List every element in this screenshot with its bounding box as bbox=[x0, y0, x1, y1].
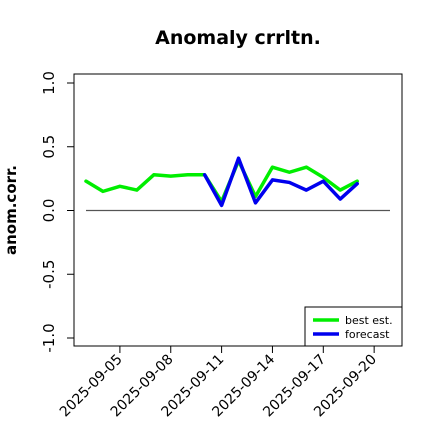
legend: best est.forecast bbox=[304, 306, 403, 347]
legend-box bbox=[304, 306, 403, 347]
y-axis-label: anom.corr. bbox=[2, 165, 20, 255]
y-tick-label: -0.5 bbox=[40, 260, 58, 289]
y-tick-label: 0.5 bbox=[40, 135, 58, 159]
legend-label: forecast bbox=[345, 328, 390, 341]
legend-label: best est. bbox=[345, 314, 393, 327]
y-tick-label: 0.0 bbox=[40, 199, 58, 223]
y-tick-label: 1.0 bbox=[40, 71, 58, 95]
series-line-best-est bbox=[84, 159, 359, 204]
plot-area: -1.0-0.50.00.51.02025-09-052025-09-08202… bbox=[40, 71, 403, 420]
y-tick-label: -1.0 bbox=[40, 323, 58, 352]
chart-title: Anomaly crrltn. bbox=[155, 27, 321, 49]
series-line-forecast bbox=[202, 156, 359, 208]
